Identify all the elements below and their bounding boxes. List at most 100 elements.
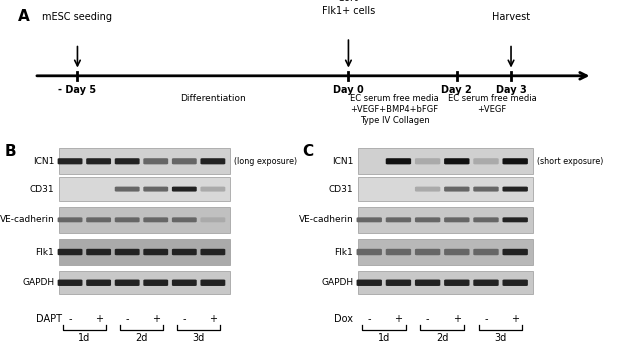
Text: VE-cadherin: VE-cadherin: [0, 215, 55, 224]
Text: DAPT: DAPT: [36, 314, 61, 324]
FancyBboxPatch shape: [473, 158, 499, 164]
FancyBboxPatch shape: [415, 187, 440, 192]
Text: Flk1: Flk1: [35, 248, 55, 257]
Bar: [358, 206, 533, 233]
Text: VE-cadherin: VE-cadherin: [299, 215, 353, 224]
FancyBboxPatch shape: [86, 279, 111, 286]
FancyBboxPatch shape: [386, 249, 411, 255]
FancyBboxPatch shape: [172, 279, 197, 286]
Text: +: +: [511, 314, 519, 324]
FancyBboxPatch shape: [444, 187, 469, 192]
Text: +: +: [453, 314, 461, 324]
FancyBboxPatch shape: [502, 217, 528, 222]
FancyBboxPatch shape: [58, 279, 83, 286]
Text: Day 3: Day 3: [496, 85, 527, 95]
FancyBboxPatch shape: [172, 217, 197, 222]
Text: Sort
Flk1+ cells: Sort Flk1+ cells: [322, 0, 375, 16]
Text: 2d: 2d: [135, 333, 148, 343]
Text: EC serum free media
+VEGF: EC serum free media +VEGF: [448, 94, 537, 114]
FancyBboxPatch shape: [115, 187, 140, 192]
Text: 1d: 1d: [378, 333, 390, 343]
Text: Day 2: Day 2: [442, 85, 472, 95]
Text: Differentiation: Differentiation: [180, 94, 246, 103]
FancyBboxPatch shape: [201, 158, 225, 164]
Bar: [58, 239, 230, 265]
Text: A: A: [18, 9, 30, 24]
FancyBboxPatch shape: [473, 187, 499, 192]
FancyBboxPatch shape: [115, 158, 140, 164]
FancyBboxPatch shape: [444, 249, 469, 255]
Text: Dox: Dox: [334, 314, 353, 324]
Text: +: +: [209, 314, 217, 324]
Bar: [58, 206, 230, 233]
Bar: [58, 148, 230, 174]
FancyBboxPatch shape: [415, 158, 440, 164]
Bar: [358, 239, 533, 265]
FancyBboxPatch shape: [386, 279, 411, 286]
FancyBboxPatch shape: [143, 279, 168, 286]
FancyBboxPatch shape: [415, 279, 440, 286]
Text: Harvest: Harvest: [492, 12, 530, 22]
Text: -: -: [68, 314, 72, 324]
FancyBboxPatch shape: [444, 217, 469, 222]
Text: Flk1: Flk1: [335, 248, 353, 257]
FancyBboxPatch shape: [86, 217, 111, 222]
Text: 1d: 1d: [78, 333, 91, 343]
Text: C: C: [302, 144, 313, 159]
FancyBboxPatch shape: [143, 217, 168, 222]
Bar: [58, 177, 230, 201]
FancyBboxPatch shape: [502, 158, 528, 164]
Text: -: -: [426, 314, 429, 324]
FancyBboxPatch shape: [86, 158, 111, 164]
Text: GAPDH: GAPDH: [321, 278, 353, 287]
Text: EC serum free media
+VEGF+BMP4+bFGF
Type IV Collagen: EC serum free media +VEGF+BMP4+bFGF Type…: [350, 94, 439, 125]
FancyBboxPatch shape: [473, 217, 499, 222]
FancyBboxPatch shape: [386, 158, 411, 164]
Text: -: -: [368, 314, 371, 324]
FancyBboxPatch shape: [444, 279, 469, 286]
FancyBboxPatch shape: [386, 217, 411, 222]
FancyBboxPatch shape: [115, 279, 140, 286]
FancyBboxPatch shape: [201, 279, 225, 286]
Text: ICN1: ICN1: [33, 157, 55, 166]
FancyBboxPatch shape: [502, 249, 528, 255]
FancyBboxPatch shape: [58, 158, 83, 164]
Text: 3d: 3d: [193, 333, 205, 343]
FancyBboxPatch shape: [172, 249, 197, 255]
FancyBboxPatch shape: [356, 279, 382, 286]
FancyBboxPatch shape: [356, 217, 382, 222]
Text: (short exposure): (short exposure): [537, 157, 604, 166]
FancyBboxPatch shape: [201, 217, 225, 222]
Text: +: +: [94, 314, 102, 324]
FancyBboxPatch shape: [86, 249, 111, 255]
Text: ICN1: ICN1: [332, 157, 353, 166]
Bar: [358, 271, 533, 295]
FancyBboxPatch shape: [356, 249, 382, 255]
Text: -: -: [125, 314, 129, 324]
FancyBboxPatch shape: [473, 279, 499, 286]
FancyBboxPatch shape: [415, 249, 440, 255]
Text: CD31: CD31: [329, 184, 353, 193]
Text: mESC seeding: mESC seeding: [42, 12, 112, 22]
Text: -: -: [183, 314, 186, 324]
Text: (long exposure): (long exposure): [234, 157, 297, 166]
FancyBboxPatch shape: [143, 158, 168, 164]
Text: CD31: CD31: [30, 184, 55, 193]
Text: B: B: [4, 144, 16, 159]
FancyBboxPatch shape: [143, 249, 168, 255]
FancyBboxPatch shape: [58, 217, 83, 222]
Bar: [358, 177, 533, 201]
FancyBboxPatch shape: [473, 249, 499, 255]
FancyBboxPatch shape: [201, 187, 225, 192]
Text: 2d: 2d: [436, 333, 448, 343]
FancyBboxPatch shape: [444, 158, 469, 164]
Text: GAPDH: GAPDH: [22, 278, 55, 287]
Bar: [58, 271, 230, 295]
FancyBboxPatch shape: [415, 217, 440, 222]
Bar: [358, 148, 533, 174]
FancyBboxPatch shape: [143, 187, 168, 192]
FancyBboxPatch shape: [201, 249, 225, 255]
Text: +: +: [394, 314, 402, 324]
Text: +: +: [152, 314, 160, 324]
FancyBboxPatch shape: [58, 249, 83, 255]
